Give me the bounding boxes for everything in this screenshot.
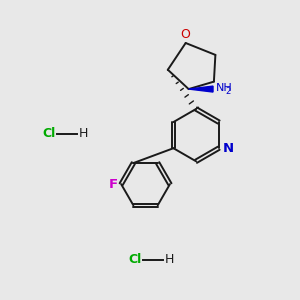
Text: F: F	[109, 178, 118, 191]
Text: NH: NH	[215, 83, 232, 93]
Text: Cl: Cl	[128, 254, 142, 266]
Text: H: H	[78, 127, 88, 140]
Text: N: N	[223, 142, 234, 155]
Text: O: O	[180, 28, 190, 40]
Text: H: H	[165, 254, 174, 266]
Polygon shape	[189, 86, 213, 92]
Text: 2: 2	[226, 87, 231, 96]
Text: Cl: Cl	[42, 127, 56, 140]
